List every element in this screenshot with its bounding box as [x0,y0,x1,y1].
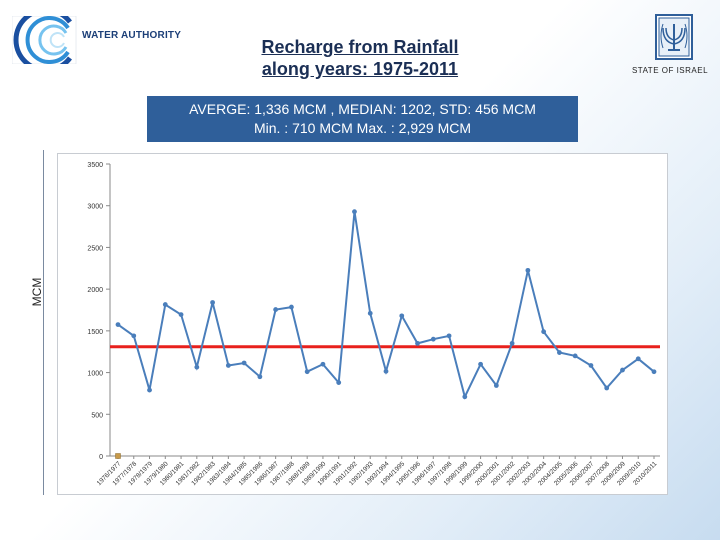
recharge-line-chart: 05001000150020002500300035001976/1977197… [87,162,660,487]
data-point [572,353,578,359]
title-line-2: along years: 1975-2011 [261,59,459,79]
data-point [304,369,310,375]
y-tick-label: 1000 [87,371,103,378]
data-point [415,340,420,346]
y-tick-label: 2500 [87,245,103,252]
data-point [241,360,247,366]
stats-line-2: Min. : 710 MCM Max. : 2,929 MCM [253,120,472,136]
y-tick-label: 500 [91,412,103,419]
data-point [273,307,279,312]
data-point [289,304,294,310]
data-point [147,387,152,393]
data-point [557,350,562,355]
data-point [430,336,436,342]
logo-text: WATER AUTHORITY [82,30,182,41]
data-point [131,333,137,339]
data-point [352,209,357,215]
highlight-point [115,453,121,459]
chart-panel: 0 500 1000 1500 2000 2500 3000 3500 1976/1977 197… [57,153,668,495]
data-point [620,367,625,373]
title-line-1: Recharge from Rainfall [261,37,459,57]
data-point [588,363,594,368]
data-point [257,374,263,380]
water-authority-logo [12,16,77,64]
stats-line-1: AVERGE: 1,336 MCM , MEDIAN: 1202, STD: 4… [189,101,536,117]
data-point [635,356,641,362]
data-point [509,340,515,346]
stats-box: AVERGE: 1,336 MCM , MEDIAN: 1202, STD: 4… [147,96,578,142]
data-point [194,364,200,370]
data-point [651,369,657,375]
y-tick-label: 3000 [87,204,103,211]
data-point [604,385,610,391]
data-point [383,368,389,374]
y-tick-label: 1500 [87,329,103,336]
data-point [462,394,468,400]
data-point [320,361,326,367]
data-point [525,267,531,273]
divider-line [43,150,44,495]
data-point [399,313,405,319]
y-tick-label: 0 [99,454,103,461]
state-emblem [655,14,693,60]
data-point [178,312,184,317]
data-point [478,361,483,367]
y-tick-label: 3500 [87,162,103,169]
data-point [336,380,342,385]
page-title: Recharge from Rainfall along years: 1975… [200,36,520,80]
state-label: STATE OF ISRAEL [631,66,709,75]
data-point [446,333,452,339]
data-point [367,310,373,316]
y-axis-label: MCM [30,277,44,307]
data-point [162,302,168,307]
data-point [115,322,121,327]
data-point [225,363,231,368]
data-point [493,383,499,388]
data-point [210,300,215,305]
data-point [541,329,547,335]
y-tick-label: 2000 [87,287,103,294]
